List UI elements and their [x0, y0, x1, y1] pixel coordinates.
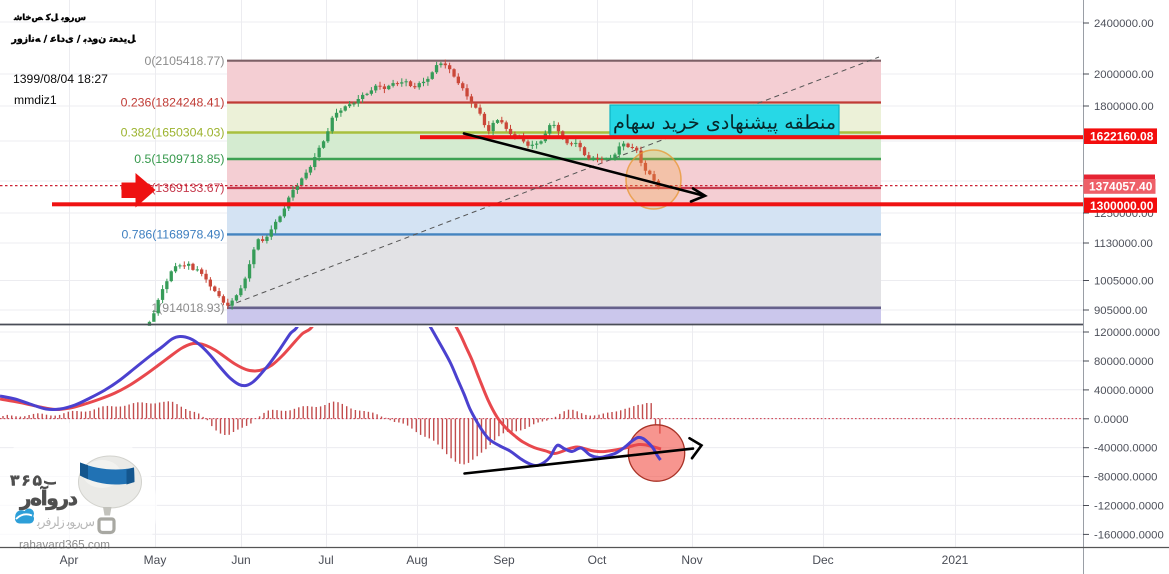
svg-text:mmdiz1: mmdiz1 — [14, 93, 57, 107]
svg-text:2000000.00: 2000000.00 — [1094, 69, 1154, 81]
svg-text:-80000.0000: -80000.0000 — [1094, 472, 1157, 484]
svg-text:1399/08/04 18:27: 1399/08/04 18:27 — [13, 72, 108, 86]
svg-text:40000.0000: 40000.0000 — [1094, 385, 1154, 397]
svg-text:Jun: Jun — [231, 553, 250, 567]
svg-text:Sep: Sep — [493, 553, 515, 567]
svg-text:Aug: Aug — [406, 553, 427, 567]
svg-text:1005000.00: 1005000.00 — [1094, 276, 1154, 288]
svg-text:1800000.00: 1800000.00 — [1094, 101, 1154, 113]
svg-text:1300000.00: 1300000.00 — [1090, 199, 1154, 213]
svg-text:0.236(1824248.41): 0.236(1824248.41) — [121, 96, 225, 110]
svg-text:Apr: Apr — [60, 553, 79, 567]
svg-text:Oct: Oct — [588, 553, 607, 567]
svg-text:2021: 2021 — [942, 553, 969, 567]
svg-text:rahavard365.com: rahavard365.com — [19, 539, 110, 552]
svg-text:1374057.40: 1374057.40 — [1089, 180, 1153, 194]
svg-text:May: May — [144, 553, 167, 567]
svg-text:-160000.0000: -160000.0000 — [1094, 529, 1164, 541]
svg-text:-40000.0000: -40000.0000 — [1094, 443, 1157, 455]
svg-text:-120000.0000: -120000.0000 — [1094, 501, 1164, 513]
svg-text:905000.00: 905000.00 — [1094, 305, 1147, 317]
svg-text:0.5(1509718.85): 0.5(1509718.85) — [134, 152, 224, 166]
svg-text:1(914018.93): 1(914018.93) — [151, 301, 224, 315]
svg-text:0(2105418.77): 0(2105418.77) — [145, 54, 225, 68]
svg-text:80000.0000: 80000.0000 — [1094, 356, 1154, 368]
svg-text:1130000.00: 1130000.00 — [1094, 238, 1153, 250]
svg-text:2400000.00: 2400000.00 — [1094, 18, 1154, 30]
svg-text:0.0000: 0.0000 — [1094, 414, 1129, 426]
svg-text:Dec: Dec — [812, 553, 833, 567]
svg-text:Nov: Nov — [681, 553, 702, 567]
svg-text:Jul: Jul — [318, 553, 333, 567]
svg-text:1622160.08: 1622160.08 — [1090, 130, 1154, 144]
svg-text:0.786(1168978.49): 0.786(1168978.49) — [121, 228, 224, 242]
svg-text:120000.0000: 120000.0000 — [1094, 327, 1160, 339]
svg-text:0.382(1650304.03): 0.382(1650304.03) — [121, 126, 225, 140]
